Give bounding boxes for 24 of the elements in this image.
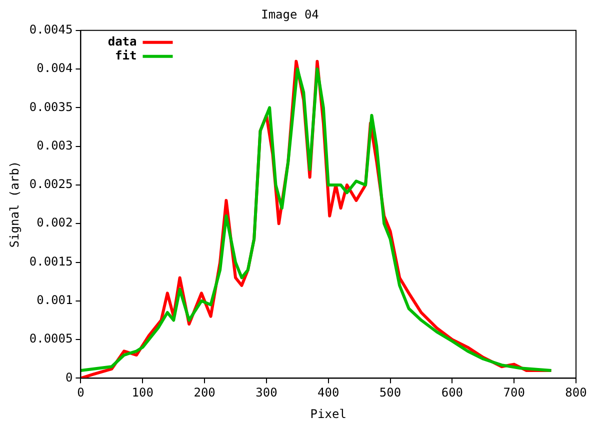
y-tick-label: 0	[66, 370, 73, 384]
y-tick-label: 0.003	[36, 138, 73, 152]
legend-label: fit	[115, 48, 137, 63]
x-tick-label: 500	[379, 386, 402, 400]
x-tick-label: 0	[77, 386, 84, 400]
y-tick-label: 0.0025	[29, 177, 73, 192]
x-tick-label: 700	[503, 386, 525, 400]
chart-title: Image 04	[261, 7, 319, 22]
y-tick-label: 0.0005	[29, 332, 73, 346]
y-tick-label: 0.002	[36, 216, 73, 230]
y-tick-label: 0.004	[36, 61, 73, 76]
x-tick-label: 300	[256, 386, 278, 400]
x-tick-label: 200	[194, 386, 216, 400]
x-tick-label: 400	[318, 386, 340, 400]
y-tick-label: 0.0045	[29, 22, 73, 37]
legend-label: data	[108, 34, 137, 49]
x-axis-title: Pixel	[310, 406, 346, 421]
y-tick-label: 0.0035	[29, 100, 73, 114]
x-tick-label: 100	[132, 386, 154, 400]
x-tick-label: 600	[441, 386, 464, 400]
x-tick-label: 800	[565, 386, 587, 400]
y-axis-title: Signal (arb)	[7, 160, 22, 248]
y-tick-label: 0.001	[36, 293, 73, 308]
y-tick-label: 0.0015	[29, 254, 73, 268]
